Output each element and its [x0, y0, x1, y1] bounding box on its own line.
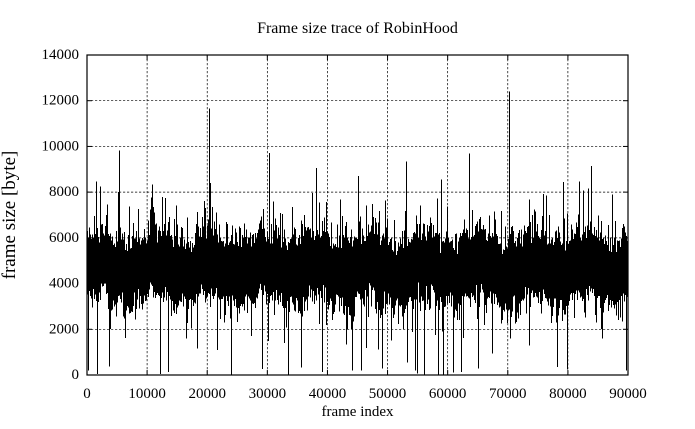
svg-text:60000: 60000 — [429, 386, 467, 402]
svg-text:20000: 20000 — [188, 386, 226, 402]
svg-text:90000: 90000 — [609, 386, 647, 402]
svg-text:12000: 12000 — [42, 93, 80, 109]
svg-text:40000: 40000 — [309, 386, 347, 402]
svg-text:8000: 8000 — [49, 184, 79, 200]
svg-text:30000: 30000 — [249, 386, 287, 402]
svg-text:6000: 6000 — [49, 230, 79, 246]
svg-text:frame size [byte]: frame size [byte] — [0, 151, 20, 280]
svg-text:0: 0 — [72, 367, 80, 383]
svg-text:80000: 80000 — [549, 386, 587, 402]
svg-text:10000: 10000 — [42, 138, 80, 154]
svg-text:50000: 50000 — [369, 386, 407, 402]
svg-text:Frame size trace of RobinHood: Frame size trace of RobinHood — [257, 20, 458, 37]
svg-text:14000: 14000 — [42, 47, 80, 63]
svg-text:frame index: frame index — [321, 404, 394, 420]
svg-text:4000: 4000 — [49, 276, 79, 292]
svg-text:0: 0 — [83, 386, 91, 402]
svg-text:70000: 70000 — [489, 386, 527, 402]
svg-text:2000: 2000 — [49, 321, 79, 337]
svg-text:10000: 10000 — [128, 386, 166, 402]
